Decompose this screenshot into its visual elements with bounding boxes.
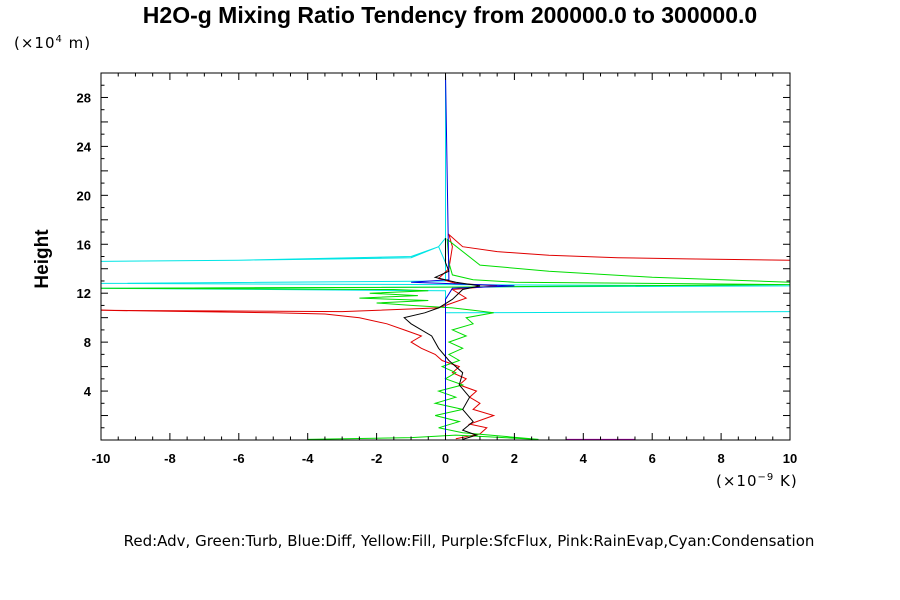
series-line-total — [403, 238, 481, 440]
y-tick-label: 16 — [77, 237, 91, 252]
x-tick-label: -4 — [302, 451, 314, 466]
x-tick-label: -8 — [164, 451, 176, 466]
x-tick-label: 8 — [717, 451, 724, 466]
series-line-turb — [101, 238, 790, 440]
y-tick-label: 20 — [77, 188, 91, 203]
x-axis-unit: (×10−9 K) — [716, 472, 798, 490]
x-tick-label: -10 — [92, 451, 111, 466]
x-tick-label: -6 — [233, 451, 245, 466]
legend-text: Red:Adv, Green:Turb, Blue:Diff, Yellow:F… — [123, 532, 815, 550]
y-tick-label: 28 — [77, 90, 91, 105]
series-line-adv — [101, 232, 790, 440]
y-axis-unit: (×104 m) — [14, 34, 92, 52]
x-tick-label: 10 — [783, 451, 797, 466]
x-tick-label: 6 — [649, 451, 656, 466]
chart-title: H2O-g Mixing Ratio Tendency from 200000.… — [142, 2, 758, 28]
y-tick-label: 24 — [77, 139, 92, 154]
y-tick-label: 8 — [84, 335, 91, 350]
x-tick-label: 4 — [580, 451, 588, 466]
series-line-diff — [411, 73, 515, 439]
y-tick-label: 4 — [84, 384, 92, 399]
y-tick-label: 12 — [77, 286, 91, 301]
x-tick-label: 2 — [511, 451, 518, 466]
x-tick-label: 0 — [442, 451, 449, 466]
x-tick-label: -2 — [371, 451, 383, 466]
